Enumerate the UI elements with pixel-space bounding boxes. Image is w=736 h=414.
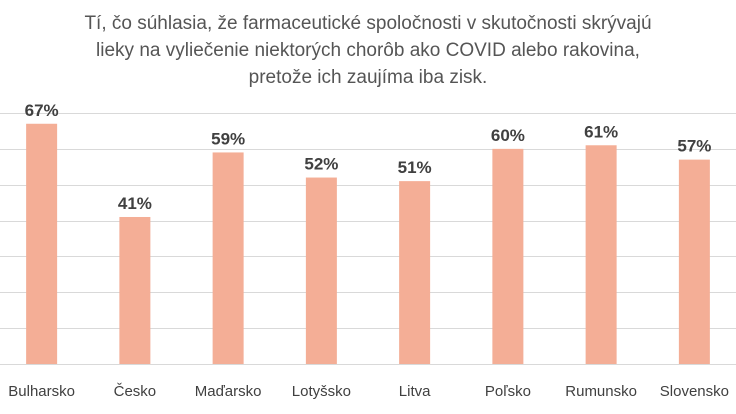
bar <box>399 181 431 364</box>
data-label: 41% <box>118 194 152 213</box>
data-label: 59% <box>211 129 245 148</box>
x-tick-label: Maďarsko <box>195 383 262 400</box>
bar <box>492 148 524 364</box>
bar <box>119 216 151 364</box>
data-label: 52% <box>304 155 338 174</box>
data-label: 67% <box>25 101 59 120</box>
x-tick-label: Bulharsko <box>8 383 75 400</box>
data-label: 61% <box>584 122 618 141</box>
chart-title-line-2: lieky na vyliečenie niektorých chorôb ak… <box>96 40 640 61</box>
x-tick-label: Česko <box>114 383 157 400</box>
bar <box>305 177 337 364</box>
bar <box>678 159 710 364</box>
data-label: 57% <box>677 137 711 156</box>
data-label: 60% <box>491 126 525 145</box>
x-tick-label: Litva <box>399 383 431 400</box>
x-tick-label: Slovensko <box>660 383 729 400</box>
chart-title: Tí, čo súhlasia, že farmaceutické spoloč… <box>0 10 736 91</box>
x-tick-label: Lotyšsko <box>292 383 351 400</box>
bar <box>212 152 244 364</box>
x-tick-label: Rumunsko <box>565 383 637 400</box>
chart-title-line-3: pretože ich zaujíma iba zisk. <box>248 67 488 88</box>
x-tick-label: Poľsko <box>485 383 531 400</box>
bar <box>585 145 617 364</box>
bar <box>26 123 58 364</box>
chart-title-line-1: Tí, čo súhlasia, že farmaceutické spoloč… <box>84 13 652 34</box>
data-label: 51% <box>398 158 432 177</box>
